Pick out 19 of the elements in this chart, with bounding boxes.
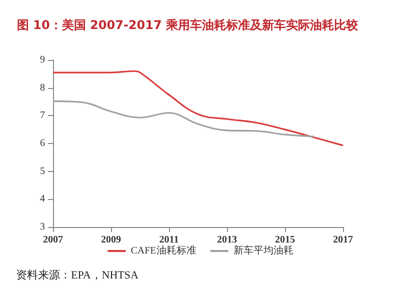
- y-tick-label: 8: [40, 82, 45, 94]
- text: 资料来源：EPA，NHTSA: [16, 268, 138, 282]
- x-tick-label: 2013: [217, 234, 237, 246]
- x-tick-label: 2011: [159, 234, 179, 246]
- chart-title: 图 10：美国 2007-2017 乘用车油耗标准及新车实际油耗比较: [17, 18, 360, 32]
- y-tick-label: 3: [40, 222, 45, 232]
- legend-label: CAFE油耗标准: [130, 244, 196, 256]
- y-tick-label: 9: [40, 54, 45, 66]
- y-tick-label: 7: [40, 110, 45, 122]
- x-tick-label: 2015: [275, 234, 295, 246]
- x-tick-label: 2017: [333, 234, 353, 246]
- y-tick-label: 6: [40, 138, 45, 149]
- line-series: [52, 100, 315, 138]
- x-tick-label: 2007: [43, 234, 63, 246]
- y-tick-label: 5: [40, 166, 45, 177]
- legend-label: 新车平均油耗: [233, 244, 294, 256]
- y-tick-label: 4: [40, 194, 45, 205]
- x-tick-label: 2009: [101, 234, 121, 246]
- line-series: [52, 70, 344, 146]
